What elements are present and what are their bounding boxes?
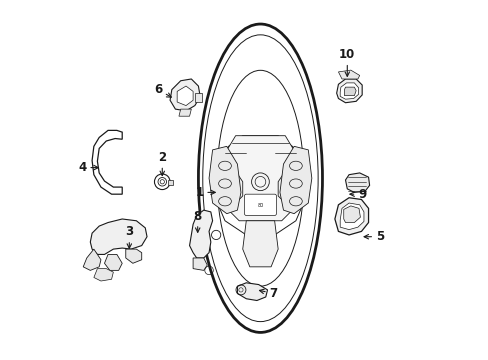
Polygon shape <box>340 203 363 230</box>
Polygon shape <box>189 210 212 258</box>
Polygon shape <box>177 86 193 105</box>
Polygon shape <box>278 171 309 203</box>
FancyBboxPatch shape <box>244 194 276 215</box>
Polygon shape <box>237 283 267 301</box>
Text: 4: 4 <box>79 161 98 174</box>
Polygon shape <box>209 146 241 214</box>
Text: 1: 1 <box>195 186 215 199</box>
Text: 9: 9 <box>349 188 366 201</box>
Polygon shape <box>210 171 242 203</box>
Polygon shape <box>195 93 202 102</box>
Polygon shape <box>170 79 200 111</box>
Polygon shape <box>338 70 359 79</box>
Polygon shape <box>334 198 368 235</box>
Polygon shape <box>344 87 355 96</box>
Polygon shape <box>193 258 207 270</box>
Polygon shape <box>179 109 191 116</box>
Polygon shape <box>83 249 101 270</box>
Polygon shape <box>343 206 360 222</box>
Polygon shape <box>94 269 113 281</box>
Polygon shape <box>340 83 358 99</box>
Polygon shape <box>214 136 306 221</box>
Polygon shape <box>92 130 122 194</box>
Polygon shape <box>90 219 147 255</box>
Polygon shape <box>125 249 142 263</box>
Text: 8: 8 <box>193 210 202 232</box>
Text: 2: 2 <box>158 151 166 176</box>
Text: 6: 6 <box>154 83 171 97</box>
Text: 7: 7 <box>259 287 277 300</box>
Polygon shape <box>242 221 278 267</box>
Text: 80: 80 <box>257 203 263 208</box>
Polygon shape <box>345 173 369 192</box>
Text: 10: 10 <box>339 48 355 76</box>
Polygon shape <box>214 136 306 235</box>
Polygon shape <box>336 79 362 103</box>
Polygon shape <box>167 180 173 185</box>
Polygon shape <box>104 255 122 270</box>
Text: 3: 3 <box>125 225 133 248</box>
Text: 5: 5 <box>364 230 383 243</box>
Polygon shape <box>279 146 311 214</box>
